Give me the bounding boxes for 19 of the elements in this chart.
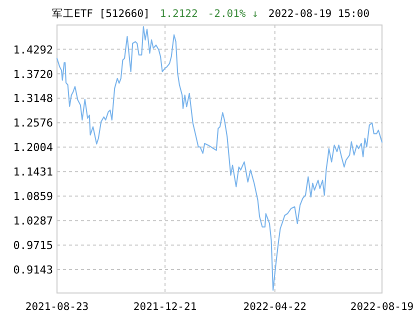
y-tick-label: 1.0859 <box>13 190 53 204</box>
x-tick-label: 2022-04-22 <box>243 301 306 313</box>
line-series <box>56 26 383 291</box>
chart-title: 军工ETF [512660] <box>52 8 150 20</box>
y-tick-label: 0.9143 <box>13 264 53 277</box>
y-tick-label: 1.3720 <box>13 68 53 81</box>
x-tick-label: 2021-12-21 <box>133 301 197 313</box>
y-tick-label: 1.2004 <box>13 141 54 154</box>
y-tick-label: 1.3148 <box>13 92 53 106</box>
y-tick-label: 1.2576 <box>13 116 53 130</box>
y-tick-label: 1.1431 <box>13 166 53 179</box>
text: -2.01% ↓ <box>208 8 258 20</box>
x-tick-label: 2021-08-23 <box>25 301 89 313</box>
text: 1.2122 <box>160 8 198 20</box>
text: 2022-08-19 15:00 <box>268 8 370 20</box>
y-tick-label: 0.9715 <box>13 239 53 252</box>
y-tick-label: 1.0287 <box>13 214 53 228</box>
x-tick-label: 2022-08-19 <box>350 301 414 313</box>
y-tick-label: 1.4292 <box>13 43 53 56</box>
